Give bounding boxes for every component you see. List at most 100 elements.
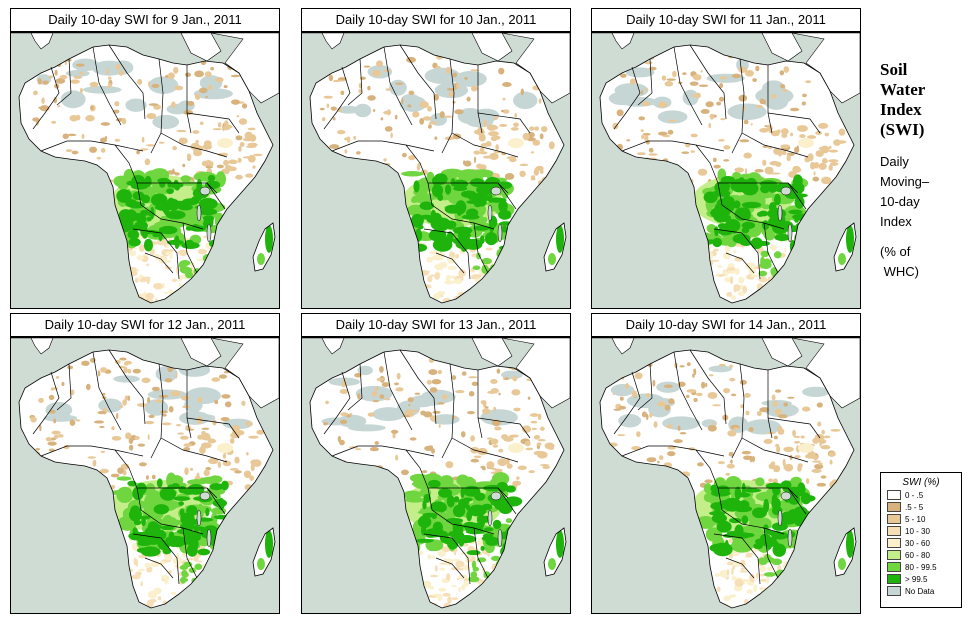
country-border: [767, 417, 821, 439]
lake: [206, 528, 212, 548]
country-border: [613, 66, 641, 130]
country-border: [182, 222, 198, 274]
map-svg: [11, 33, 279, 308]
panel-title: Daily 10-day SWI for 14 Jan., 2011: [591, 313, 861, 337]
map-svg: [11, 338, 279, 613]
map-svg: [302, 33, 570, 308]
country-border: [673, 46, 703, 126]
side-unit: (% of WHC): [880, 242, 960, 282]
country-border: [435, 557, 465, 579]
country-border: [427, 182, 495, 230]
lake: [199, 491, 211, 501]
coastline: [309, 349, 567, 609]
northern-landmass: [302, 33, 570, 104]
country-border: [451, 437, 519, 463]
country-border: [56, 363, 72, 411]
country-border: [182, 527, 198, 579]
country-border: [477, 417, 531, 439]
map-svg: [302, 338, 570, 613]
panel-title: Daily 10-day SWI for 12 Jan., 2011: [10, 313, 280, 337]
africa-swi-map: [591, 32, 861, 309]
legend: SWI (%) 0 - .5 .5 - 5 5 - 10 10 - 30 30 …: [880, 472, 962, 608]
lake: [490, 491, 502, 501]
country-border: [383, 46, 413, 126]
country-border: [331, 445, 435, 457]
country-border: [347, 58, 363, 106]
country-border: [136, 182, 204, 230]
country-border: [613, 371, 641, 435]
lake: [196, 204, 202, 222]
country-border: [150, 58, 164, 154]
coastline: [18, 349, 276, 609]
country-border: [725, 557, 755, 579]
lake: [206, 223, 212, 243]
country-border: [741, 437, 809, 463]
country-border: [497, 182, 509, 194]
lake: [199, 186, 211, 196]
country-border: [323, 66, 351, 130]
country-border: [673, 351, 703, 431]
legend-swatch: [887, 562, 901, 572]
panel-title: Daily 10-day SWI for 9 Jan., 2011: [10, 8, 280, 32]
country-border: [787, 487, 799, 499]
country-border: [206, 487, 218, 499]
country-border: [427, 487, 495, 535]
legend-item: 30 - 60: [887, 537, 961, 549]
country-border: [323, 371, 351, 435]
legend-swatch: [887, 538, 901, 548]
country-border: [763, 527, 779, 579]
legend-swatch: [887, 514, 901, 524]
lake: [787, 223, 793, 243]
legend-item: No Data: [887, 585, 961, 597]
country-border: [767, 112, 821, 134]
lake: [777, 509, 783, 527]
legend-item: 5 - 10: [887, 513, 961, 525]
side-desc-line: Index: [880, 214, 912, 229]
map-svg: [592, 338, 860, 613]
side-unit-line: WHC): [880, 264, 919, 279]
country-border: [713, 533, 761, 585]
country-border: [144, 252, 174, 274]
africa-swi-map: [10, 32, 280, 309]
panel-title: Daily 10-day SWI for 11 Jan., 2011: [591, 8, 861, 32]
lake: [487, 204, 493, 222]
legend-item: 0 - .5: [887, 489, 961, 501]
country-border: [132, 533, 180, 585]
country-border: [451, 132, 519, 158]
country-border: [473, 527, 489, 579]
country-border: [477, 112, 531, 134]
country-border: [331, 140, 435, 152]
legend-swatch: [887, 502, 901, 512]
lake: [196, 509, 202, 527]
country-border: [144, 557, 174, 579]
side-unit-line: (% of: [880, 244, 911, 259]
side-desc-line: Daily: [880, 154, 909, 169]
side-desc-line: Moving–: [880, 174, 930, 189]
country-border: [136, 487, 204, 535]
country-border: [473, 222, 489, 274]
coastline: [309, 44, 567, 304]
country-border: [441, 363, 455, 459]
country-border: [108, 44, 146, 120]
legend-label: 10 - 30: [905, 526, 930, 536]
country-border: [713, 228, 761, 280]
country-border: [637, 58, 653, 106]
africa-swi-map: [301, 32, 571, 309]
country-border: [160, 132, 228, 158]
country-border: [186, 417, 240, 439]
country-border: [637, 363, 653, 411]
legend-item: 80 - 99.5: [887, 561, 961, 573]
country-border: [92, 351, 122, 431]
country-border: [399, 349, 437, 425]
northern-landmass: [592, 338, 860, 409]
legend-label: 0 - .5: [905, 490, 924, 500]
legend-swatch: [887, 490, 901, 500]
country-border: [206, 182, 218, 194]
legend-swatch: [887, 574, 901, 584]
country-border: [689, 44, 727, 120]
country-border: [32, 66, 60, 130]
africa-swi-map: [10, 337, 280, 614]
legend-label: No Data: [905, 586, 935, 596]
side-title-line: Water: [880, 80, 926, 99]
side-description: Daily Moving– 10-day Index: [880, 152, 960, 232]
